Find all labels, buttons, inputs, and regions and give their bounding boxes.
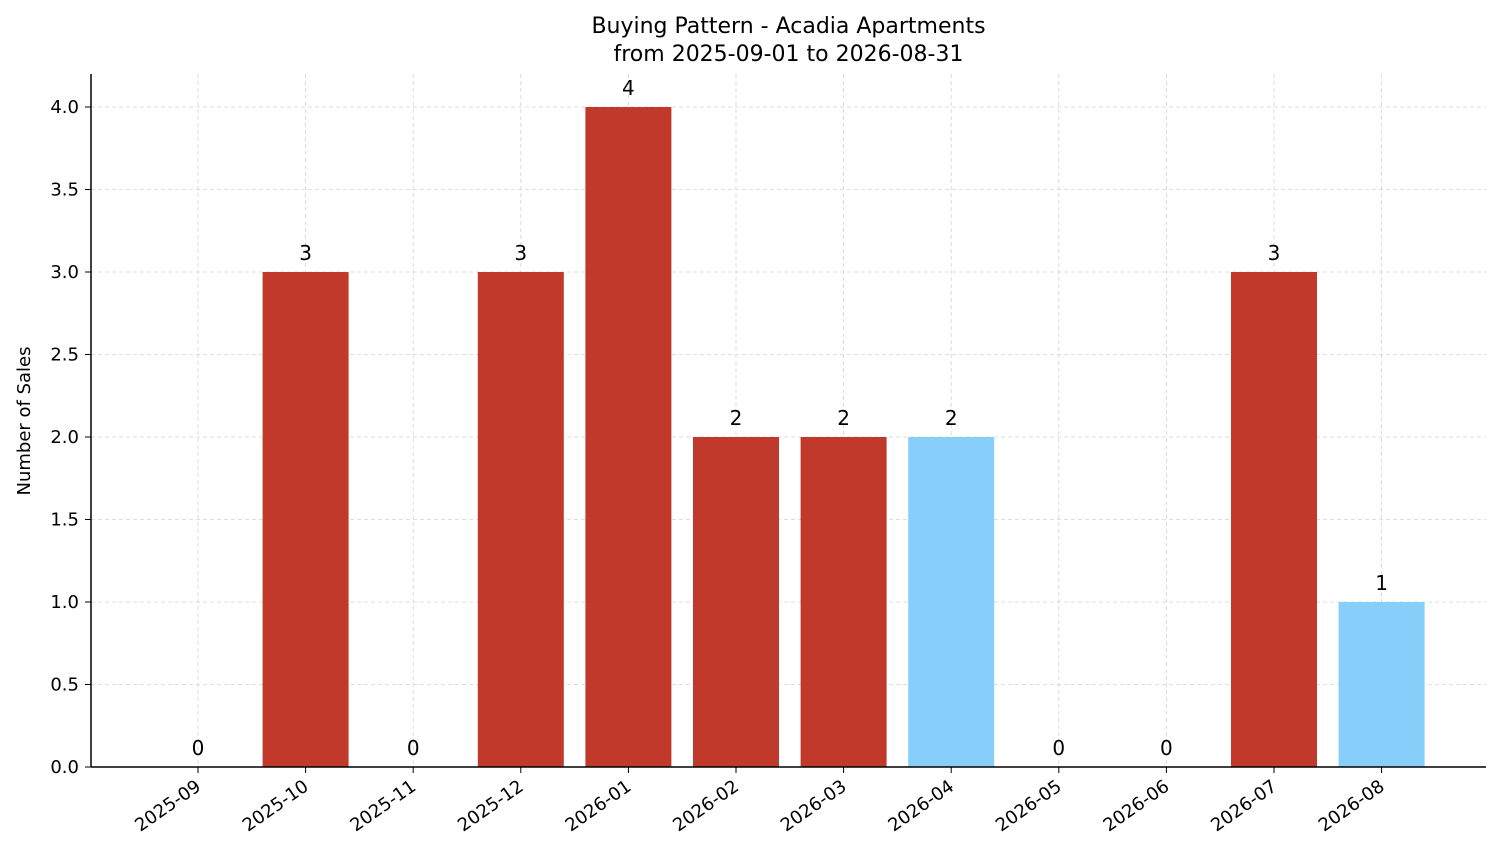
data-label: 3 <box>1268 241 1281 265</box>
y-tick-label: 1.0 <box>50 592 79 613</box>
y-tick-label: 0.0 <box>50 757 79 778</box>
y-tick-label: 4.0 <box>50 97 79 118</box>
data-label: 4 <box>622 76 635 100</box>
y-tick-label: 2.0 <box>50 427 79 448</box>
bars <box>262 107 1425 767</box>
y-tick-label: 3.5 <box>50 180 79 201</box>
x-tick-label: 2026-07 <box>1207 776 1281 836</box>
bar-2025-12 <box>477 272 564 767</box>
bar-2026-01 <box>585 107 672 767</box>
data-label: 3 <box>514 241 527 265</box>
y-axis-label: Number of Sales <box>14 346 35 495</box>
data-label: 0 <box>1052 736 1065 760</box>
chart-subtitle: from 2025-09-01 to 2026-08-31 <box>614 42 964 67</box>
y-tick-label: 1.5 <box>50 510 79 531</box>
data-label: 0 <box>407 736 420 760</box>
x-ticks: 2025-09 2025-10 2025-11 2025-12 2026-01 2026-… <box>131 767 1388 836</box>
data-label: 0 <box>192 736 205 760</box>
y-tick-label: 2.5 <box>50 345 79 366</box>
x-tick-label: 2026-06 <box>1100 776 1174 836</box>
x-tick-label: 2026-04 <box>884 776 958 836</box>
x-tick-label: 2025-12 <box>454 776 528 836</box>
x-tick-label: 2026-03 <box>777 776 851 836</box>
data-label: 2 <box>837 406 850 430</box>
x-tick-label: 2026-02 <box>669 776 743 836</box>
x-tick-label: 2026-05 <box>992 776 1066 836</box>
x-tick-label: 2025-09 <box>131 776 205 836</box>
bar-2026-07 <box>1231 272 1317 767</box>
data-label: 2 <box>945 406 958 430</box>
y-ticks: 0.0 0.5 1.0 1.5 2.0 2.5 3.0 3.5 4.0 <box>50 97 91 778</box>
data-labels: 0 3 0 3 4 2 2 2 0 0 3 1 <box>192 76 1388 760</box>
bar-2026-08 <box>1338 602 1425 767</box>
x-tick-label: 2025-11 <box>346 776 420 836</box>
y-tick-label: 0.5 <box>50 675 79 696</box>
data-label: 2 <box>730 406 743 430</box>
data-label: 3 <box>299 241 312 265</box>
data-label: 0 <box>1160 736 1173 760</box>
x-tick-label: 2025-10 <box>239 776 313 836</box>
x-tick-label: 2026-08 <box>1315 776 1389 836</box>
data-label: 1 <box>1375 571 1388 595</box>
bar-2026-02 <box>693 437 779 767</box>
x-tick-label: 2026-01 <box>562 776 636 836</box>
bar-2026-04 <box>908 437 995 767</box>
bar-2025-10 <box>262 272 349 767</box>
bar-2026-03 <box>800 437 887 767</box>
y-tick-label: 3.0 <box>50 262 79 283</box>
chart-title: Buying Pattern - Acadia Apartments <box>591 14 985 39</box>
